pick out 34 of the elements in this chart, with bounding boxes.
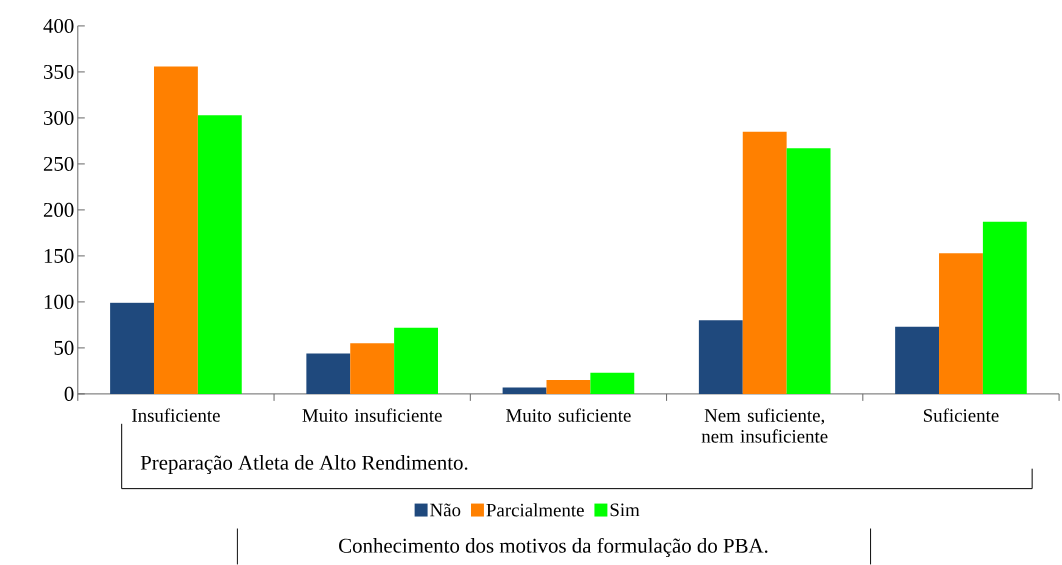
bar bbox=[394, 327, 438, 394]
x-tick-label: Nem suficiente, nem insuficiente bbox=[701, 408, 828, 443]
y-tick-label: 350 bbox=[43, 64, 74, 79]
bar bbox=[982, 221, 1027, 394]
bar bbox=[786, 148, 831, 394]
x-tick-label: Suficiente bbox=[923, 408, 999, 422]
legend-label: Sim bbox=[610, 503, 640, 517]
x-axis-title: Preparação Atleta de Alto Rendimento. bbox=[140, 455, 468, 475]
y-tick-label: 400 bbox=[43, 18, 74, 33]
bar bbox=[306, 353, 351, 394]
bar bbox=[110, 302, 154, 394]
x-tick-label: Insuficiente bbox=[132, 408, 220, 422]
bar bbox=[698, 320, 743, 394]
x-tick-label: Muito insuficiente bbox=[302, 408, 442, 422]
legend-label: Parcialmente bbox=[486, 503, 584, 517]
bar bbox=[502, 387, 547, 394]
bar bbox=[350, 343, 395, 394]
bar bbox=[939, 253, 983, 394]
bar bbox=[153, 66, 198, 394]
y-tick-label: 150 bbox=[44, 248, 74, 263]
legend-title: Conhecimento dos motivos da formulação do PBA. bbox=[339, 537, 768, 558]
y-tick-label: 200 bbox=[43, 202, 74, 217]
bar bbox=[546, 380, 591, 394]
x-tick-label: Muito suficiente bbox=[506, 408, 631, 422]
y-tick-label: 100 bbox=[44, 294, 74, 309]
bar bbox=[590, 372, 635, 394]
bar bbox=[742, 131, 787, 394]
y-tick-label: 300 bbox=[43, 110, 74, 125]
bar bbox=[895, 326, 940, 394]
bar bbox=[197, 115, 242, 394]
y-tick-label: 250 bbox=[43, 156, 74, 171]
legend-label: Não bbox=[430, 503, 461, 517]
y-tick-label: 0 bbox=[64, 386, 74, 401]
y-tick-label: 50 bbox=[54, 340, 74, 355]
